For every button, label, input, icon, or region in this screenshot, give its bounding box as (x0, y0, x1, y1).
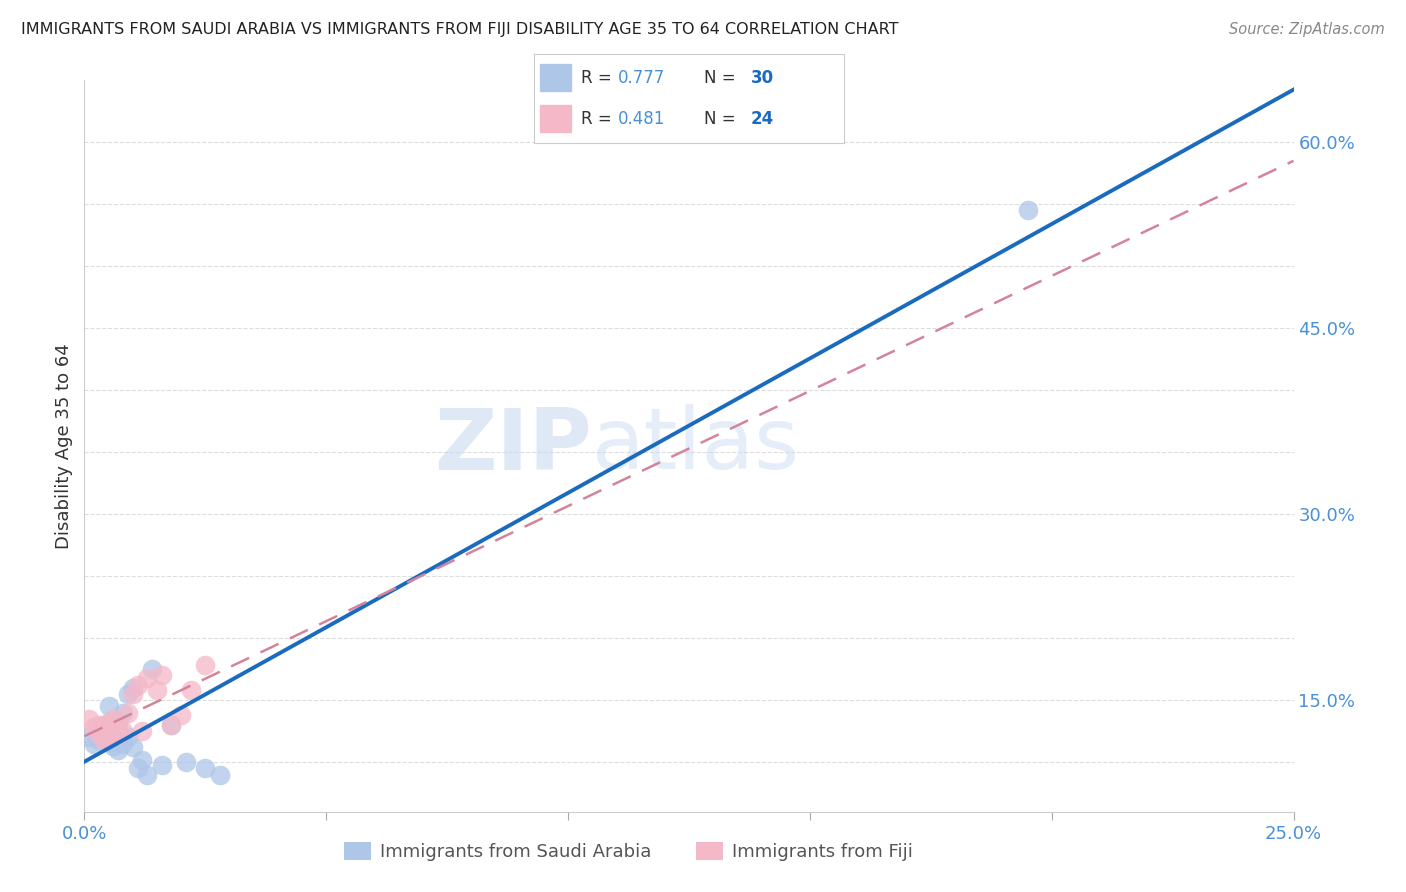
Point (97, 699, 120, 714)
Point (174, 755, 197, 769)
Point (121, 681, 143, 695)
Point (93, 724, 115, 739)
Point (97, 715, 120, 730)
Point (87, 728, 110, 742)
Point (112, 737, 135, 751)
FancyBboxPatch shape (540, 64, 571, 91)
Point (77, 712, 100, 726)
Point (117, 687, 139, 701)
Point (160, 718, 183, 732)
Point (103, 732, 125, 747)
Point (87, 728, 110, 742)
Point (93, 732, 115, 747)
FancyBboxPatch shape (540, 105, 571, 132)
Point (83, 720, 105, 734)
Point (87, 718, 110, 732)
Text: R =: R = (581, 69, 617, 87)
Point (194, 658, 217, 673)
Y-axis label: Disability Age 35 to 64: Disability Age 35 to 64 (55, 343, 73, 549)
Point (1017, 203, 1039, 218)
Point (87, 732, 110, 747)
Point (97, 735, 120, 749)
Point (150, 668, 173, 682)
Point (103, 712, 125, 726)
Text: N =: N = (704, 69, 741, 87)
Point (103, 720, 125, 734)
Point (146, 683, 169, 698)
Point (117, 706, 139, 720)
Point (107, 728, 129, 742)
Point (180, 683, 202, 698)
Point (136, 767, 159, 781)
Point (170, 708, 193, 723)
Point (93, 718, 115, 732)
Point (93, 724, 115, 739)
Point (131, 753, 153, 767)
Point (127, 761, 149, 775)
Text: 0.481: 0.481 (617, 110, 665, 128)
Text: IMMIGRANTS FROM SAUDI ARABIA VS IMMIGRANTS FROM FIJI DISABILITY AGE 35 TO 64 COR: IMMIGRANTS FROM SAUDI ARABIA VS IMMIGRAN… (21, 22, 898, 37)
Point (112, 706, 135, 720)
Point (121, 687, 143, 701)
Point (77, 731, 100, 745)
Text: N =: N = (704, 110, 741, 128)
Point (150, 757, 173, 772)
Point (117, 731, 139, 745)
Point (136, 671, 159, 685)
Point (131, 724, 153, 739)
Point (141, 662, 163, 676)
Point (208, 767, 231, 781)
Point (107, 743, 129, 757)
Point (112, 724, 135, 739)
Legend: Immigrants from Saudi Arabia, Immigrants from Fiji: Immigrants from Saudi Arabia, Immigrants… (336, 835, 921, 869)
Point (160, 718, 183, 732)
Point (121, 740, 143, 755)
Point (97, 731, 120, 745)
Text: atlas: atlas (592, 404, 800, 488)
Point (127, 678, 149, 692)
Point (107, 728, 129, 742)
Text: 30: 30 (751, 69, 773, 87)
Text: Source: ZipAtlas.com: Source: ZipAtlas.com (1229, 22, 1385, 37)
Point (107, 718, 129, 732)
Text: 24: 24 (751, 110, 775, 128)
Point (83, 737, 105, 751)
Point (194, 761, 217, 775)
Text: R =: R = (581, 110, 617, 128)
Point (107, 715, 129, 730)
Point (103, 720, 125, 734)
Point (103, 739, 125, 753)
Text: 0.777: 0.777 (617, 69, 665, 87)
Text: ZIP: ZIP (434, 404, 592, 488)
